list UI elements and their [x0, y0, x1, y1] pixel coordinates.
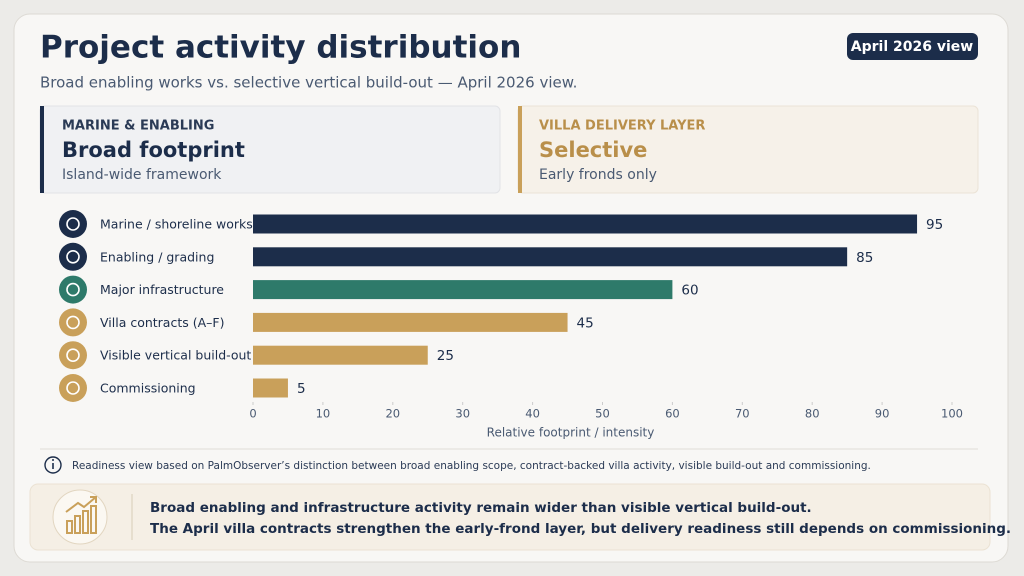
- bar: [253, 214, 918, 234]
- card-eyebrow: VILLA DELIVERY LAYER: [539, 119, 705, 134]
- callout-line: Broad enabling and infrastructure activi…: [150, 500, 812, 516]
- bar: [253, 280, 673, 300]
- callout-icon: [65, 496, 97, 534]
- category-label: Visible vertical build-out: [100, 348, 251, 363]
- category-icon: [66, 348, 80, 363]
- value-label: 5: [297, 381, 306, 397]
- card-subtitle: Island-wide framework: [62, 167, 222, 183]
- category-icon: [66, 381, 80, 395]
- callout-line: The April villa contracts strengthen the…: [150, 521, 1011, 537]
- category-icon: [59, 341, 87, 370]
- note: Readiness view based on PalmObserver’s d…: [72, 460, 871, 472]
- bar: [253, 345, 428, 365]
- x-tick-label: 40: [525, 407, 540, 421]
- x-tick-label: 60: [665, 407, 680, 421]
- card-eyebrow: MARINE & ENABLING: [62, 119, 214, 134]
- category-icon: [66, 282, 80, 297]
- value-label: 60: [681, 283, 698, 299]
- x-tick-label: 50: [595, 407, 610, 421]
- category-icon: [59, 242, 87, 271]
- value-label: 85: [856, 250, 873, 266]
- value-label: 45: [577, 315, 594, 331]
- chart: 0 10 20 30 40 50 60 70 80 90 100 Relative footprint…: [59, 210, 963, 440]
- category-icon: [59, 308, 87, 337]
- badge: April 2026 view: [851, 39, 973, 55]
- category-icon: [59, 374, 87, 402]
- category-icon: [66, 249, 80, 264]
- category-icon: [59, 275, 87, 304]
- info-icon: [44, 456, 62, 474]
- x-tick-label: 90: [875, 407, 890, 421]
- page-title: Project activity distribution: [40, 30, 521, 66]
- card-title: Broad footprint: [62, 138, 245, 162]
- x-tick-label: 100: [941, 407, 963, 421]
- x-tick-label: 10: [316, 407, 331, 421]
- bar: [253, 312, 568, 332]
- category-icon: [59, 210, 87, 238]
- category-icon: [66, 217, 80, 231]
- callout-bg: [29, 483, 991, 551]
- category-label: Major infrastructure: [100, 282, 224, 297]
- x-axis-label: Relative footprint / intensity: [487, 426, 655, 440]
- category-icon: [66, 315, 80, 330]
- card-accent: [40, 106, 44, 193]
- value-label: 95: [926, 217, 943, 233]
- x-tick-label: 70: [735, 407, 750, 421]
- category-label: Villa contracts (A–F): [100, 315, 224, 330]
- info-icon: [52, 459, 54, 461]
- card-accent: [518, 106, 522, 193]
- page-subtitle: Broad enabling works vs. selective verti…: [40, 74, 577, 92]
- category-label: Commissioning: [100, 381, 196, 396]
- x-tick-label: 30: [455, 407, 470, 421]
- value-label: 25: [437, 348, 454, 364]
- bar: [253, 378, 288, 398]
- x-tick-label: 0: [249, 407, 256, 421]
- category-label: Marine / shoreline works: [100, 217, 253, 232]
- card-subtitle: Early fronds only: [539, 167, 657, 183]
- x-tick-label: 80: [805, 407, 820, 421]
- x-tick-label: 20: [385, 407, 400, 421]
- category-label: Enabling / grading: [100, 249, 214, 264]
- bar: [253, 247, 848, 267]
- badge-bg: [847, 33, 978, 60]
- card-title: Selective: [539, 138, 647, 162]
